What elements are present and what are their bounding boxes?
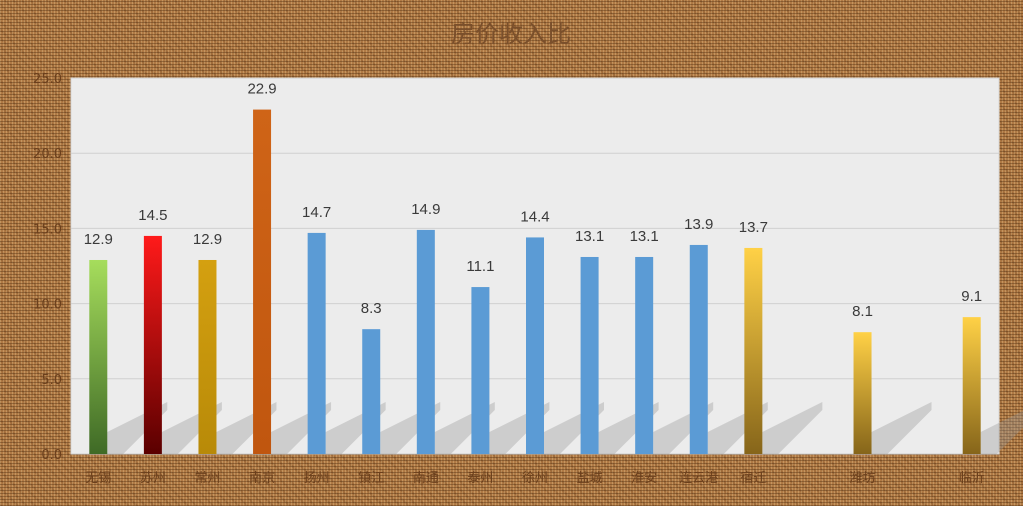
data-label: 13.7 — [739, 219, 768, 236]
data-label: 13.9 — [684, 216, 713, 233]
bar — [689, 244, 708, 454]
y-axis-ticks: 0.0 5.0 10.0 15.0 20.0 25.0 — [33, 72, 62, 463]
data-label: 14.9 — [411, 201, 440, 218]
data-label: 14.7 — [302, 204, 331, 221]
data-label: 12.9 — [84, 231, 113, 248]
y-tick-label: 0.0 — [41, 448, 62, 463]
bar-shadow — [762, 402, 823, 454]
data-label: 11.1 — [466, 258, 494, 275]
x-tick-label: 苏州 — [140, 470, 166, 486]
x-tick-label: 常州 — [194, 471, 220, 486]
bars — [89, 109, 981, 455]
bar — [580, 256, 599, 454]
bar — [471, 287, 490, 454]
x-tick-label: 南京 — [249, 470, 275, 486]
bar-shadow — [980, 410, 1023, 454]
bar-shadow — [871, 402, 932, 454]
data-label: 13.1 — [575, 228, 604, 245]
chart-title: 房价收入比 — [451, 20, 571, 48]
data-labels: 12.9 14.5 12.9 22.9 14.7 8.3 14.9 11.1 14.4 13.1 1… — [84, 81, 982, 321]
y-tick-label: 5.0 — [41, 373, 62, 388]
x-tick-label: 徐州 — [522, 471, 548, 486]
x-tick-label: 临沂 — [959, 471, 985, 486]
data-label: 9.1 — [961, 288, 982, 305]
bar — [962, 317, 981, 454]
y-tick-label: 25.0 — [33, 72, 62, 87]
bar — [253, 109, 272, 455]
data-label: 14.5 — [138, 207, 167, 224]
data-label: 8.3 — [361, 300, 382, 317]
x-tick-label: 镇江 — [358, 471, 384, 486]
bar — [362, 329, 381, 454]
x-tick-label: 连云港 — [679, 470, 718, 486]
bar — [744, 247, 763, 454]
data-label: 8.1 — [852, 303, 873, 320]
y-tick-label: 20.0 — [33, 147, 62, 162]
x-tick-label: 南通 — [413, 470, 439, 486]
data-label: 14.4 — [520, 208, 549, 225]
bar — [307, 232, 326, 454]
x-tick-label: 潍坊 — [850, 471, 876, 486]
bar — [853, 332, 872, 454]
x-tick-label: 淮安 — [631, 471, 657, 486]
data-label: 13.1 — [630, 228, 659, 245]
y-tick-label: 10.0 — [33, 298, 62, 313]
bar — [526, 237, 544, 454]
x-axis-ticks: 无锡 苏州 常州 南京 扬州 镇江 南通 泰州 徐州 盐城 淮安 连云港 宿迁 潍坊 临沂 — [85, 470, 984, 486]
gridlines — [71, 77, 999, 455]
x-tick-label: 宿迁 — [740, 470, 766, 486]
bar — [198, 259, 217, 454]
x-tick-label: 无锡 — [85, 471, 111, 486]
data-label: 22.9 — [247, 81, 276, 98]
data-label: 12.9 — [193, 231, 222, 248]
bar — [635, 256, 654, 454]
bar — [89, 259, 108, 454]
bar — [416, 229, 435, 454]
y-tick-label: 15.0 — [33, 222, 62, 237]
bar — [143, 235, 162, 454]
x-tick-label: 扬州 — [304, 471, 330, 486]
x-tick-label: 泰州 — [467, 471, 493, 486]
x-tick-label: 盐城 — [577, 471, 603, 486]
